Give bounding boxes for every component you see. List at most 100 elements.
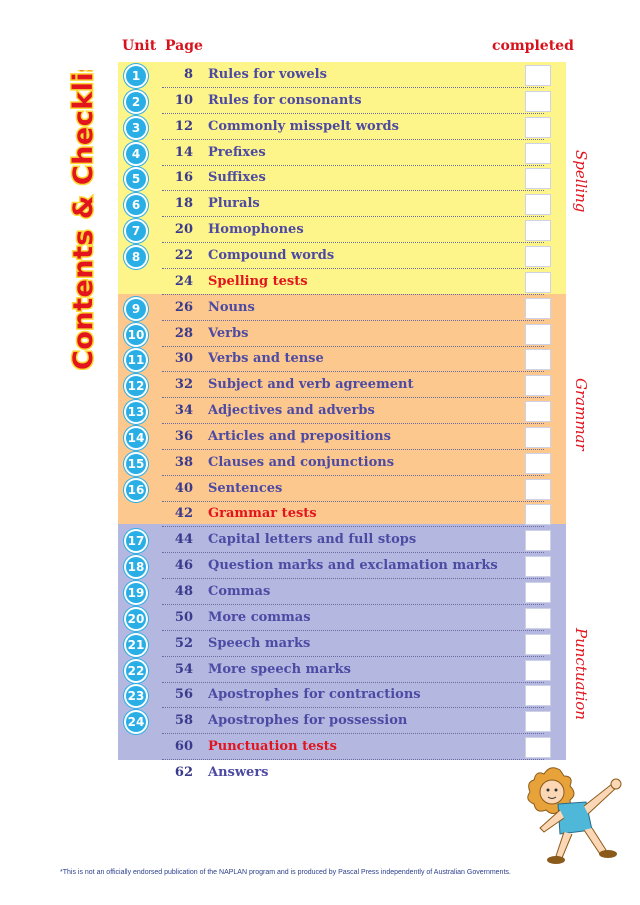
contents-row: 14 36 Articles and prepositions [0, 424, 640, 450]
contents-row: 23 56 Apostrophes for contractions [0, 682, 640, 709]
completed-checkbox[interactable] [525, 530, 551, 552]
page-number: 28 [174, 325, 193, 341]
dotted-divider [162, 629, 544, 631]
unit-badge: 22 [126, 660, 146, 681]
completed-checkbox[interactable] [525, 375, 551, 397]
page-number: 32 [174, 377, 193, 393]
unit-badge: 15 [126, 453, 146, 474]
completed-checkbox[interactable] [525, 271, 551, 293]
dotted-divider [162, 112, 544, 114]
dotted-divider [162, 448, 544, 450]
unit-title: Rules for vowels [208, 67, 327, 82]
contents-row: 7 20 Homophones [0, 217, 640, 244]
completed-checkbox[interactable] [525, 168, 551, 190]
contents-row: 6 18 Plurals [0, 191, 640, 218]
page-number: 52 [174, 635, 193, 651]
completed-checkbox[interactable] [525, 711, 551, 733]
contents-row: 1 8 Rules for vowels [0, 62, 640, 88]
contents-row: 62 Answers [0, 760, 640, 786]
dotted-divider [162, 293, 544, 295]
unit-badge: 20 [126, 608, 146, 629]
unit-badge: 11 [126, 350, 146, 371]
dotted-divider [162, 164, 544, 166]
contents-row: 2 10 Rules for consonants [0, 88, 640, 114]
dotted-divider [162, 397, 544, 399]
unit-badge: 16 [126, 479, 146, 500]
completed-checkbox[interactable] [525, 401, 551, 423]
unit-title: Verbs and tense [208, 351, 324, 367]
spelling-band [118, 62, 566, 294]
dotted-divider [162, 500, 544, 502]
contents-title: Contents & Checklist [67, 70, 101, 370]
dotted-divider [162, 604, 544, 605]
footnote: *This is not an officially endorsed publ… [60, 869, 511, 876]
unit-title: Clauses and conjunctions [208, 454, 395, 470]
page-number: 40 [174, 480, 193, 496]
completed-checkbox[interactable] [525, 245, 551, 267]
completed-checkbox[interactable] [525, 90, 551, 112]
dotted-divider [162, 474, 544, 476]
contents-row: 9 26 Nouns [0, 295, 640, 321]
unit-badge: 1 [126, 66, 146, 86]
completed-checkbox[interactable] [525, 349, 551, 371]
completed-checkbox[interactable] [525, 504, 551, 526]
cartoon-child-illustration [527, 767, 622, 864]
dotted-divider [162, 190, 544, 192]
page-number: 12 [174, 118, 193, 134]
completed-checkbox[interactable] [525, 633, 551, 655]
completed-checkbox[interactable] [525, 556, 551, 578]
completed-checkbox[interactable] [525, 478, 551, 500]
contents-row: 11 30 Verbs and tense [0, 346, 640, 373]
completed-checkbox[interactable] [525, 142, 551, 164]
unit-title: Question marks and exclamation marks [208, 558, 498, 574]
completed-checkbox[interactable] [525, 194, 551, 216]
dotted-divider [162, 733, 544, 735]
completed-checkbox[interactable] [525, 685, 551, 707]
completed-checkbox[interactable] [525, 737, 551, 759]
dotted-divider [162, 138, 544, 140]
page-number: 8 [183, 67, 193, 82]
unit-badge: 19 [126, 583, 146, 603]
unit-badge: 23 [126, 686, 146, 707]
test-row: 24 Spelling tests [0, 269, 640, 295]
contents-row: 12 32 Subject and verb agreement [0, 372, 640, 399]
page-number: 58 [174, 713, 193, 729]
unit-badge: 4 [126, 143, 146, 164]
unit-badge: 21 [126, 634, 146, 655]
completed-checkbox[interactable] [525, 452, 551, 474]
unit-title: Commas [208, 584, 271, 599]
page-number: 60 [174, 739, 193, 755]
unit-title: Adjectives and adverbs [208, 403, 375, 419]
completed-checkbox[interactable] [525, 426, 551, 448]
unit-header: Unit [122, 38, 157, 54]
unit-badge: 17 [126, 531, 146, 552]
unit-badge: 14 [126, 427, 146, 448]
unit-badge: 7 [126, 221, 146, 242]
completed-checkbox[interactable] [525, 582, 551, 603]
completed-checkbox[interactable] [525, 65, 551, 86]
unit-badge: 13 [126, 402, 146, 423]
completed-checkbox[interactable] [525, 297, 551, 319]
completed-checkbox[interactable] [525, 116, 551, 138]
punctuation-band [118, 524, 566, 760]
section-label-spelling: Spelling [572, 150, 590, 213]
completed-checkbox[interactable] [525, 607, 551, 629]
page-number: 62 [174, 764, 193, 780]
unit-badge: 5 [126, 169, 146, 190]
dotted-divider [162, 242, 544, 244]
unit-title: Answers [208, 764, 269, 780]
unit-badge: 8 [126, 246, 146, 267]
contents-row: 24 58 Apostrophes for possession [0, 708, 640, 735]
unit-title: Homophones [208, 222, 304, 238]
page-number: 36 [174, 428, 193, 444]
unit-badge: 9 [126, 298, 146, 319]
page-number: 50 [174, 609, 193, 625]
page-number: 26 [174, 299, 193, 315]
completed-checkbox[interactable] [525, 323, 551, 345]
unit-title: Punctuation tests [208, 739, 337, 755]
completed-checkbox[interactable] [525, 220, 551, 242]
completed-checkbox[interactable] [525, 659, 551, 681]
grammar-band [118, 294, 566, 524]
unit-title: Nouns [208, 299, 255, 315]
dotted-divider [162, 371, 544, 373]
